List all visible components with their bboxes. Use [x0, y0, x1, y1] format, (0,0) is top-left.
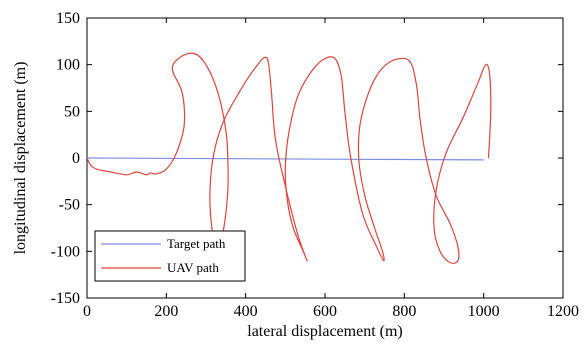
y-tick-label: 100 — [56, 57, 80, 74]
x-tick-label: 600 — [313, 303, 337, 320]
ticks: 0 200 400 600 800 1000 1200 -150 -100 -50 0 50 100 15… — [51, 10, 579, 320]
x-tick-label: 1200 — [547, 303, 579, 320]
y-tick-label: 50 — [64, 103, 80, 120]
y-tick-label: -50 — [59, 197, 80, 214]
legend: Target path UAV path — [94, 230, 246, 282]
x-tick-label: 800 — [392, 303, 416, 320]
legend-box — [94, 230, 246, 282]
y-axis-label: longitudinal displacement (m) — [12, 62, 29, 255]
y-tick-label: -100 — [51, 243, 80, 260]
y-tick-label: -150 — [51, 290, 80, 307]
x-tick-label: 200 — [154, 303, 178, 320]
x-axis-label: lateral displacement (m) — [247, 323, 402, 340]
x-tick-label: 0 — [83, 303, 91, 320]
series-line-uav-path — [86, 52, 492, 264]
legend-label-uav-path: UAV path — [167, 260, 219, 275]
x-tick-label: 1000 — [468, 303, 500, 320]
y-tick-label: 0 — [72, 150, 80, 167]
legend-label-target-path: Target path — [167, 236, 226, 251]
series-group — [86, 52, 492, 264]
y-tick-label: 150 — [56, 10, 80, 27]
x-tick-label: 400 — [234, 303, 258, 320]
